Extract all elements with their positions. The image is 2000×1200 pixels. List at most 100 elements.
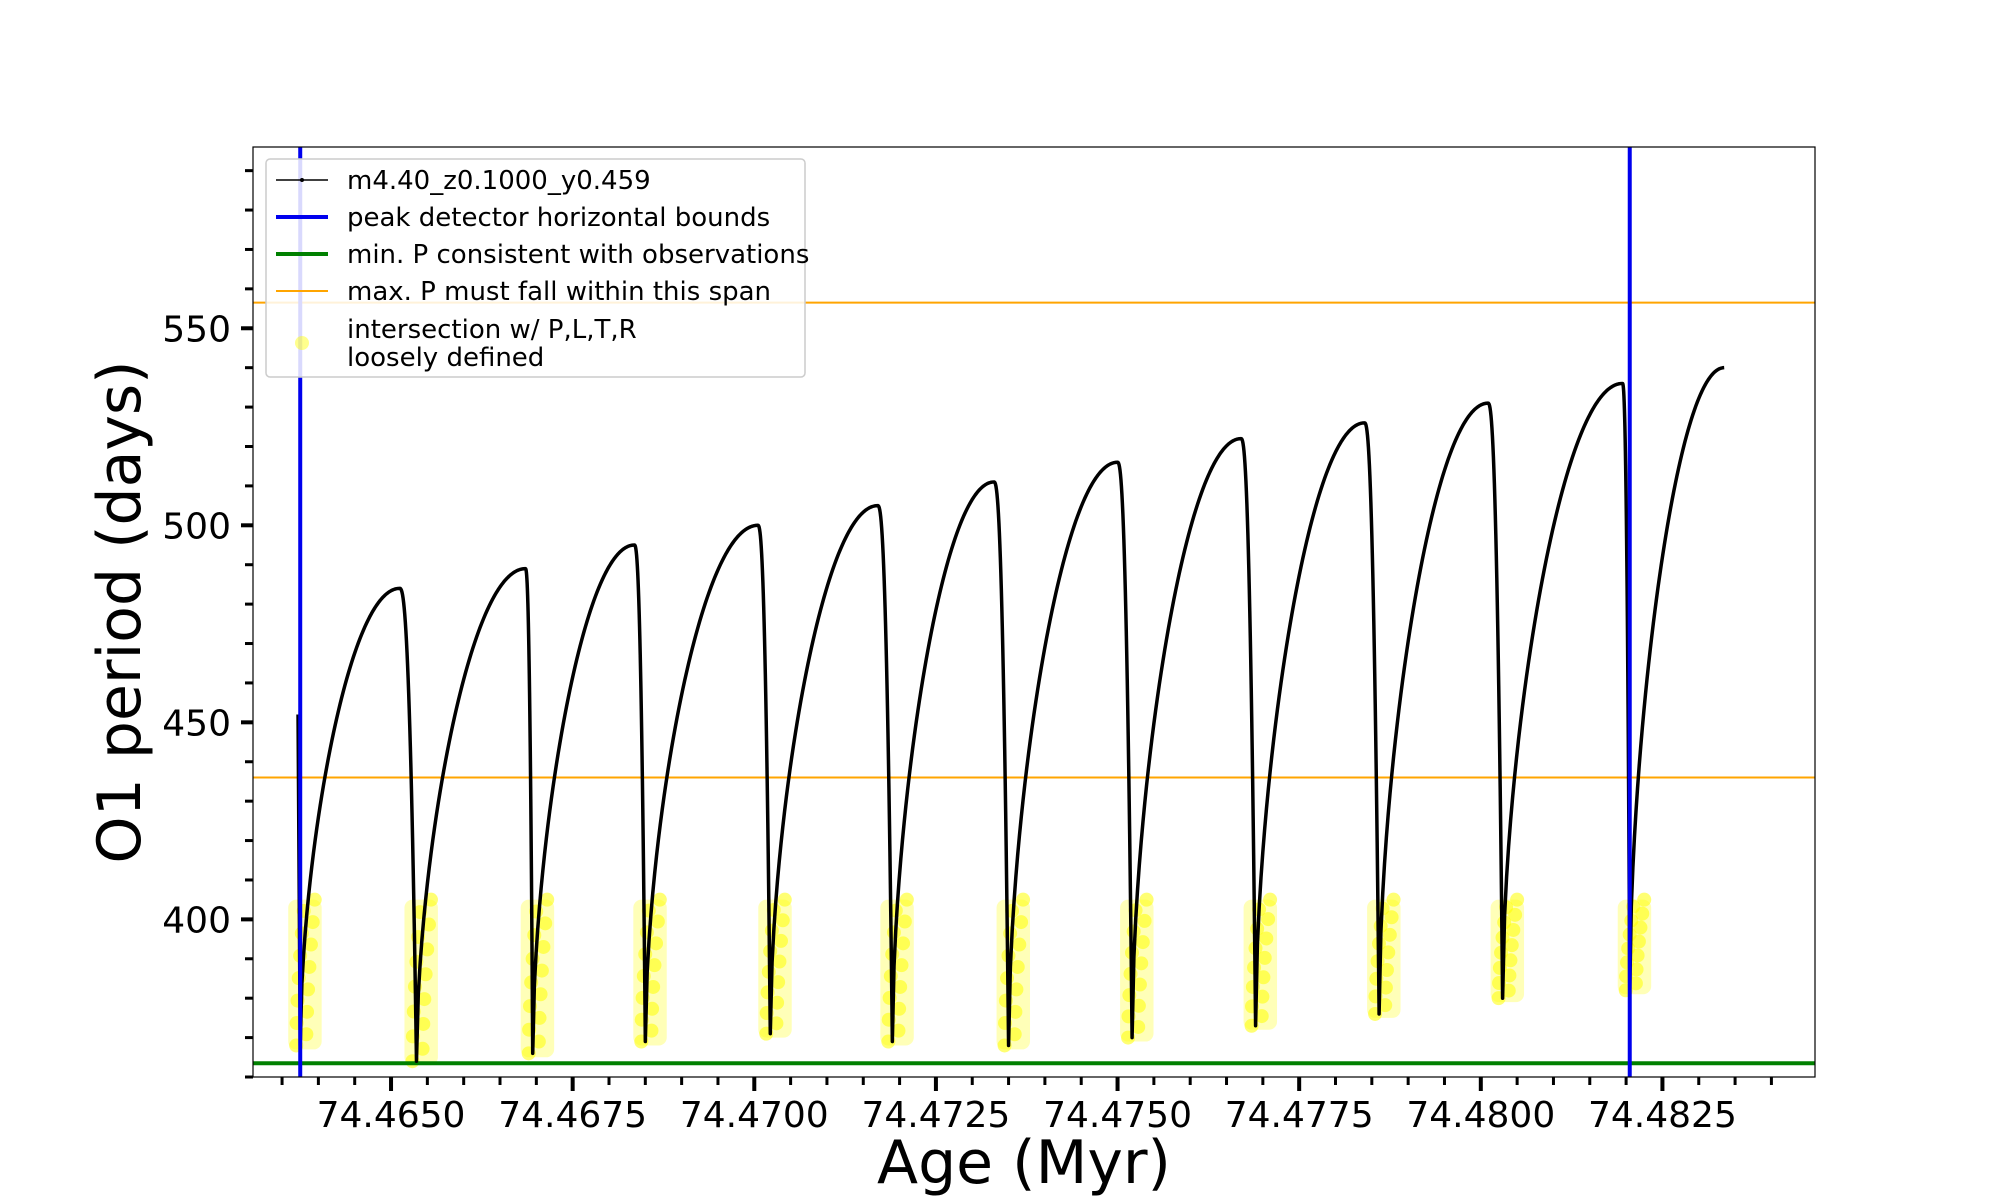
legend-label: intersection w/ P,L,T,R [347, 315, 637, 345]
intersection-point [894, 958, 909, 973]
intersection-point [532, 1010, 547, 1025]
intersection-point [1016, 892, 1031, 907]
intersection-point [420, 942, 435, 957]
intersection-point [1007, 1027, 1022, 1042]
x-tick-label: 74.4750 [1043, 1095, 1192, 1136]
intersection-point [773, 933, 788, 948]
intersection-point [775, 913, 790, 928]
intersection-point [770, 995, 785, 1010]
intersection-point [649, 936, 664, 951]
intersection-point [1254, 1009, 1269, 1024]
x-tick-label: 74.4825 [1588, 1095, 1737, 1136]
intersection-point [536, 939, 551, 954]
legend-entry: peak detector horizontal bounds [276, 203, 770, 233]
intersection-point [772, 954, 787, 969]
intersection-point [1386, 892, 1401, 907]
legend-label: peak detector horizontal bounds [347, 203, 770, 233]
intersection-point [650, 914, 665, 929]
y-tick-label: 400 [162, 900, 231, 941]
axes: 400 450 500 550 74.4650 74.4675 74.4700 74.4725… [85, 146, 1816, 1198]
intersection-point [891, 1023, 906, 1038]
intersection-point [1131, 998, 1146, 1013]
intersection-point [1381, 945, 1396, 960]
intersection-point [1379, 962, 1394, 977]
intersection-point [777, 892, 792, 907]
intersection-point [415, 1041, 430, 1056]
intersection-point [1261, 912, 1276, 927]
intersection-point [1263, 892, 1278, 907]
intersection-point [418, 967, 433, 982]
intersection-point [300, 1004, 315, 1019]
intersection-point [896, 936, 911, 951]
intersection-point [301, 982, 316, 997]
legend-marker [300, 178, 304, 182]
intersection-point [771, 975, 786, 990]
intersection-point [1510, 892, 1525, 907]
intersection-point [1256, 970, 1271, 985]
intersection-point [1131, 1019, 1146, 1034]
legend-label: max. P must fall within this span [347, 277, 771, 307]
intersection-point [769, 1016, 784, 1031]
intersection-point [1009, 982, 1024, 997]
intersection-point [1637, 892, 1652, 907]
intersection-point [1504, 938, 1519, 953]
x-axis-title: Age (Myr) [877, 1128, 1171, 1198]
intersection-point [1014, 915, 1029, 930]
intersection-point [307, 892, 322, 907]
intersection-point [1378, 998, 1393, 1013]
intersection-point [652, 892, 667, 907]
intersection-point [533, 987, 548, 1002]
intersection-point [639, 925, 654, 940]
intersection-point [534, 963, 549, 978]
intersection-point [417, 992, 432, 1007]
legend-marker [295, 336, 309, 350]
intersection-point [540, 892, 555, 907]
x-tick-label: 74.4700 [680, 1095, 829, 1136]
intersection-point [1628, 976, 1643, 991]
intersection-point [645, 1001, 660, 1016]
intersection-point [1378, 980, 1393, 995]
intersection-point [1382, 927, 1397, 942]
x-tick-label: 74.4650 [317, 1095, 466, 1136]
intersection-point [1501, 983, 1516, 998]
period-curve-line [296, 365, 1725, 1063]
x-tick-label: 74.4800 [1406, 1095, 1555, 1136]
legend-box [265, 158, 806, 378]
intersection-point [1010, 959, 1025, 974]
y-tick-label: 500 [162, 506, 231, 547]
intersection-point [897, 914, 912, 929]
legend-entry: m4.40_z0.1000_y0.459 [276, 166, 651, 196]
intersection-point [1012, 937, 1027, 952]
intersection-point [1008, 1004, 1023, 1019]
intersection-point [1134, 956, 1149, 971]
x-tick-label: 74.4725 [861, 1095, 1010, 1136]
intersection-point [892, 1001, 907, 1016]
intersection-point [421, 917, 436, 932]
period-curve [296, 365, 1725, 1063]
legend-label: loosely defined [347, 343, 544, 373]
intersection-point [899, 892, 914, 907]
axes-frame [252, 146, 1816, 1078]
y-tick-label: 550 [162, 309, 231, 350]
y-axis-title: O1 period (days) [85, 360, 155, 863]
intersection-point [1257, 950, 1272, 965]
intersection-point [416, 1016, 431, 1031]
intersection-point [646, 979, 661, 994]
legend-entry: max. P must fall within this span [276, 277, 771, 307]
legend-label: min. P consistent with observations [347, 240, 809, 270]
y-tick-label: 450 [162, 703, 231, 744]
intersection-point [893, 979, 908, 994]
intersection-point [531, 1034, 546, 1049]
x-tick-label: 74.4675 [498, 1095, 647, 1136]
x-tick-label: 74.4775 [1225, 1095, 1374, 1136]
intersection-point [1132, 977, 1147, 992]
legend-entry: min. P consistent with observations [276, 240, 809, 270]
intersection-point [647, 958, 662, 973]
intersection-point [1502, 968, 1517, 983]
intersection-point [1384, 910, 1399, 925]
intersection-point [303, 937, 318, 952]
intersection-point [302, 959, 317, 974]
